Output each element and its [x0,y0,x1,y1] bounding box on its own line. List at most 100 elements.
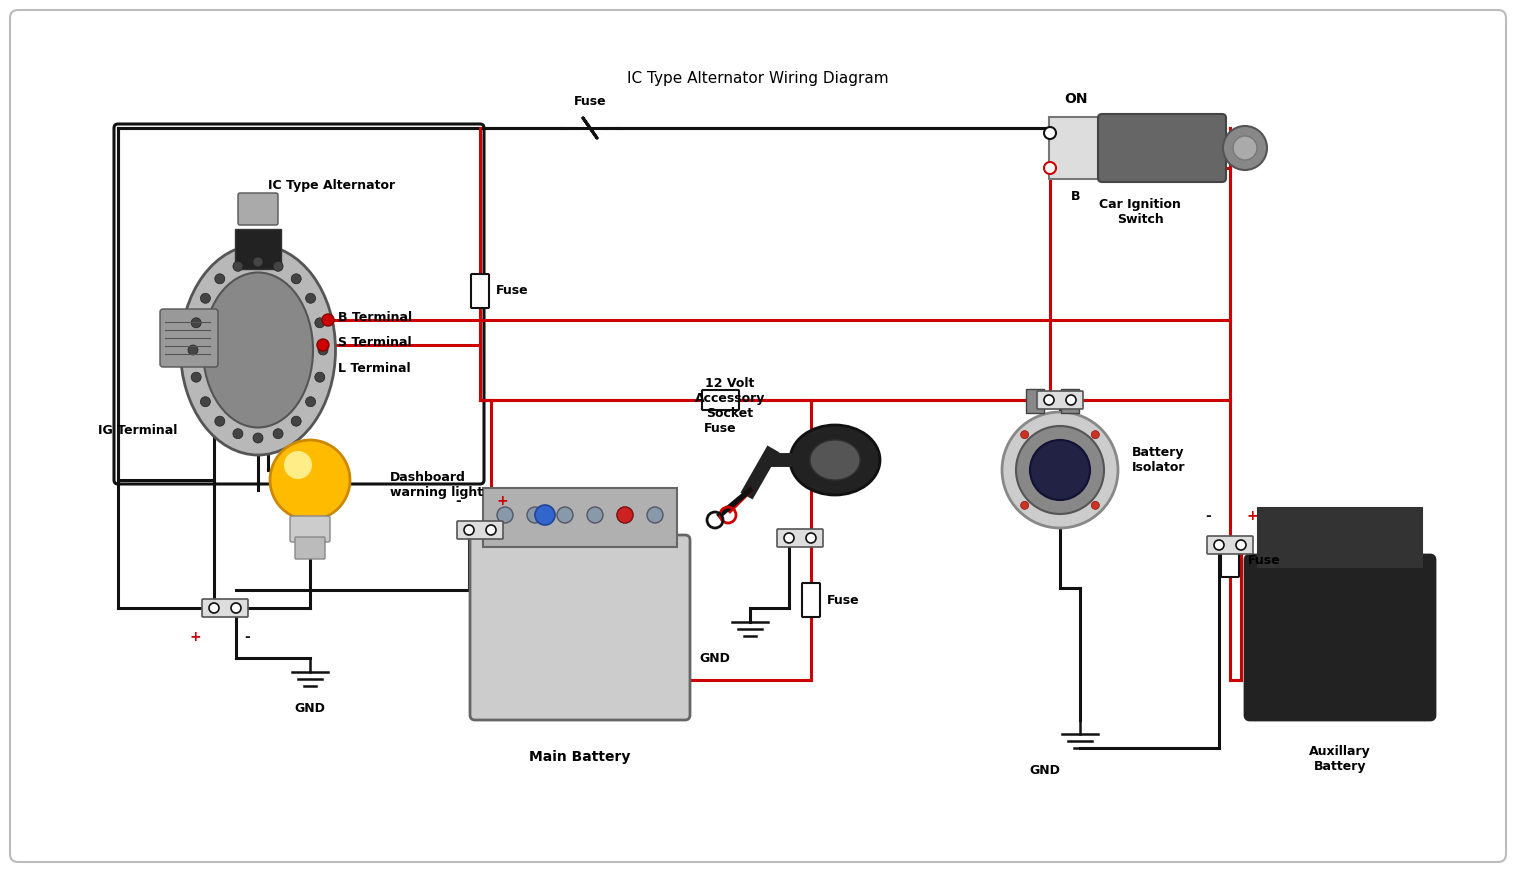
Ellipse shape [810,440,860,480]
Circle shape [1045,127,1057,139]
Circle shape [1092,501,1099,509]
Circle shape [188,345,199,355]
Circle shape [233,429,243,439]
Circle shape [528,507,543,523]
Circle shape [617,507,634,523]
Circle shape [253,257,262,267]
Circle shape [807,533,816,543]
Ellipse shape [180,245,335,455]
Circle shape [1066,395,1076,405]
Text: GND: GND [1029,764,1060,777]
Circle shape [617,507,634,523]
FancyBboxPatch shape [484,488,678,547]
Text: Fuse: Fuse [1248,554,1281,567]
Circle shape [306,397,315,406]
Circle shape [487,525,496,535]
Text: Car Ignition
Switch: Car Ignition Switch [1099,198,1181,226]
Circle shape [191,372,202,382]
FancyBboxPatch shape [11,10,1505,862]
FancyBboxPatch shape [202,599,249,617]
Text: -: - [244,630,250,644]
Circle shape [317,339,329,351]
Circle shape [283,451,312,479]
Ellipse shape [203,273,312,427]
Text: GND: GND [699,652,731,665]
Circle shape [1214,540,1223,550]
Circle shape [556,507,573,523]
Circle shape [270,440,350,520]
Circle shape [1223,126,1267,170]
Circle shape [1092,431,1099,439]
Circle shape [321,314,334,326]
Circle shape [215,274,224,283]
Circle shape [315,372,324,382]
FancyBboxPatch shape [290,516,330,542]
Text: +: + [1246,509,1258,523]
Circle shape [200,293,211,303]
Text: B: B [1072,190,1081,203]
Text: -: - [1205,509,1211,523]
Circle shape [200,397,211,406]
FancyBboxPatch shape [1220,543,1239,577]
Text: IC Type Alternator Wiring Diagram: IC Type Alternator Wiring Diagram [628,71,888,85]
Text: Battery
Isolator: Battery Isolator [1132,446,1186,474]
FancyBboxPatch shape [161,309,218,367]
Circle shape [535,505,555,525]
Circle shape [273,429,283,439]
Text: Fuse: Fuse [828,594,860,607]
Text: Dashboard
warning light: Dashboard warning light [390,471,484,499]
Text: S Terminal: S Terminal [338,336,412,349]
Text: +: + [496,494,508,508]
Circle shape [209,603,218,613]
Circle shape [291,416,302,426]
Text: IG Terminal: IG Terminal [99,424,177,437]
Circle shape [1233,136,1257,160]
FancyBboxPatch shape [802,583,820,617]
Text: Auxillary
Battery: Auxillary Battery [1310,745,1370,773]
FancyBboxPatch shape [456,521,503,539]
Circle shape [318,345,327,355]
Text: +: + [190,630,200,644]
FancyBboxPatch shape [1258,508,1422,567]
Circle shape [1020,501,1029,509]
FancyBboxPatch shape [1061,389,1079,413]
Text: GND: GND [294,702,326,715]
Circle shape [497,507,512,523]
Circle shape [1045,162,1057,174]
Circle shape [253,433,262,443]
Text: Main Battery: Main Battery [529,750,631,764]
Circle shape [587,507,603,523]
FancyBboxPatch shape [1037,391,1082,409]
Text: B Terminal: B Terminal [338,310,412,324]
Circle shape [464,525,475,535]
FancyBboxPatch shape [1207,536,1254,554]
Circle shape [1029,440,1090,500]
FancyBboxPatch shape [471,274,490,308]
FancyBboxPatch shape [235,229,280,269]
Circle shape [1236,540,1246,550]
Circle shape [1020,431,1029,439]
Circle shape [191,317,202,328]
Circle shape [233,262,243,271]
Circle shape [215,416,224,426]
Text: -: - [455,494,461,508]
Circle shape [291,274,302,283]
Text: IC Type Alternator: IC Type Alternator [268,179,396,192]
Text: Fuse: Fuse [703,422,737,435]
FancyBboxPatch shape [1245,555,1436,720]
Ellipse shape [790,425,879,495]
FancyBboxPatch shape [702,390,738,410]
Circle shape [273,262,283,271]
FancyBboxPatch shape [1049,117,1104,179]
Circle shape [647,507,662,523]
FancyBboxPatch shape [1098,114,1226,182]
FancyBboxPatch shape [470,535,690,720]
Circle shape [1002,412,1117,528]
Circle shape [306,293,315,303]
FancyBboxPatch shape [238,193,277,225]
FancyBboxPatch shape [778,529,823,547]
Text: Fuse: Fuse [496,283,529,296]
Text: ON: ON [1064,92,1088,106]
Text: L Terminal: L Terminal [338,362,411,374]
Text: 12 Volt
Accessory
Socket: 12 Volt Accessory Socket [694,377,766,420]
